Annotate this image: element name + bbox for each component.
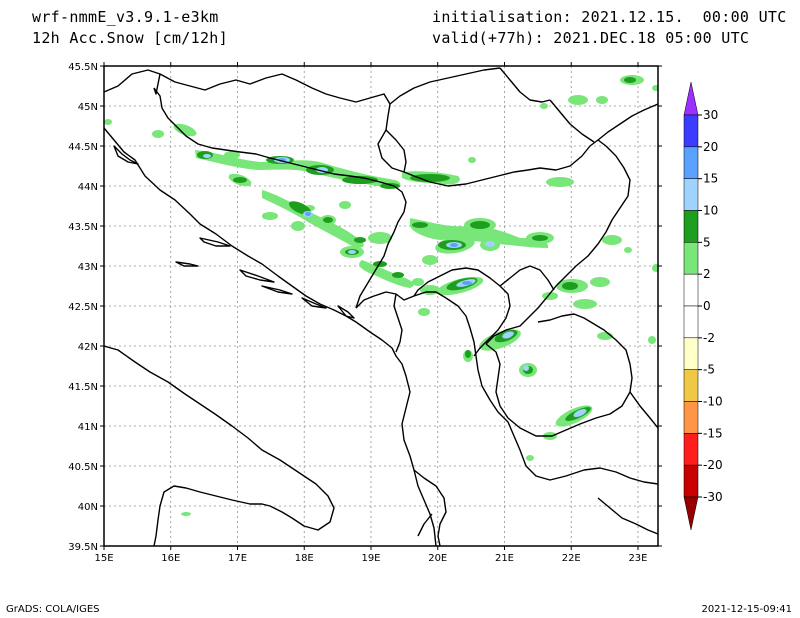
colorbar-segment — [683, 146, 699, 179]
lat-label: 45.5N — [68, 62, 98, 73]
colorbar-label: -10 — [703, 395, 723, 409]
lon-label: 18E — [295, 553, 314, 564]
lat-label: 41.5N — [68, 382, 98, 393]
coastlines-borders — [104, 67, 658, 546]
init-time-label: initialisation: 2021.12.15. 00:00 UTC — [432, 8, 787, 26]
colorbar-segment — [683, 464, 699, 498]
colorbar-segment — [683, 210, 699, 243]
colorbar-label: -20 — [703, 458, 723, 472]
colorbar-bottom-arrow — [683, 496, 699, 531]
colorbar-label: 5 — [703, 235, 711, 249]
lat-label: 41N — [78, 422, 98, 433]
snow-field — [104, 75, 658, 516]
lat-label: 45N — [78, 102, 98, 113]
lat-label: 42N — [78, 342, 98, 353]
lat-label: 43.5N — [68, 222, 98, 233]
colorbar-label: -30 — [703, 490, 723, 504]
colorbar-segment — [683, 401, 699, 434]
latitude-labels: 45.5N 45N 44.5N 44N 43.5N 43N 42.5N 42N 41.5N 41N… — [68, 62, 98, 553]
lon-label: 22E — [562, 553, 581, 564]
colorbar-top-arrow — [683, 81, 699, 116]
lat-label: 40N — [78, 502, 98, 513]
model-label: wrf-nmmE_v3.9.1-e3km — [32, 8, 219, 26]
colorbar-label: 15 — [703, 172, 718, 186]
colorbar-label: 2 — [703, 267, 711, 281]
colorbar-label: -5 — [703, 363, 715, 377]
lon-label: 20E — [428, 553, 447, 564]
lon-label: 17E — [228, 553, 247, 564]
lat-label: 44.5N — [68, 142, 98, 153]
lon-label: 15E — [94, 553, 113, 564]
lat-label: 44N — [78, 182, 98, 193]
footer-left: GrADS: COLA/IGES — [6, 604, 100, 615]
colorbar-segment — [683, 178, 699, 211]
lon-label: 21E — [495, 553, 514, 564]
colorbar-label: 20 — [703, 140, 718, 154]
colorbar-label: -2 — [703, 331, 715, 345]
lon-label: 23E — [628, 553, 647, 564]
colorbar-segment — [683, 242, 699, 275]
lat-label: 39.5N — [68, 542, 98, 553]
axis-ticks — [100, 62, 662, 550]
lat-label: 43N — [78, 262, 98, 273]
colorbar-segment — [683, 369, 699, 402]
colorbar-segment — [683, 114, 699, 148]
longitude-labels: 15E 16E 17E 18E 19E 20E 21E 22E 23E — [94, 553, 647, 564]
colorbar-segment — [683, 305, 699, 339]
colorbar-label: 10 — [703, 204, 718, 218]
lat-label: 40.5N — [68, 462, 98, 473]
colorbar-segment — [683, 337, 699, 370]
colorbar-segment — [683, 273, 699, 307]
lon-label: 19E — [361, 553, 380, 564]
footer-right: 2021-12-15-09:41 — [701, 604, 792, 615]
colorbar-label: 0 — [703, 299, 711, 313]
lat-label: 42.5N — [68, 302, 98, 313]
colorbar-segment — [683, 433, 699, 466]
valid-time-label: valid(+77h): 2021.DEC.18 05:00 UTC — [432, 29, 750, 47]
lon-label: 16E — [161, 553, 180, 564]
colorbar-label: -15 — [703, 426, 723, 440]
field-label: 12h Acc.Snow [cm/12h] — [32, 29, 228, 47]
colorbar-label: 30 — [703, 108, 718, 122]
